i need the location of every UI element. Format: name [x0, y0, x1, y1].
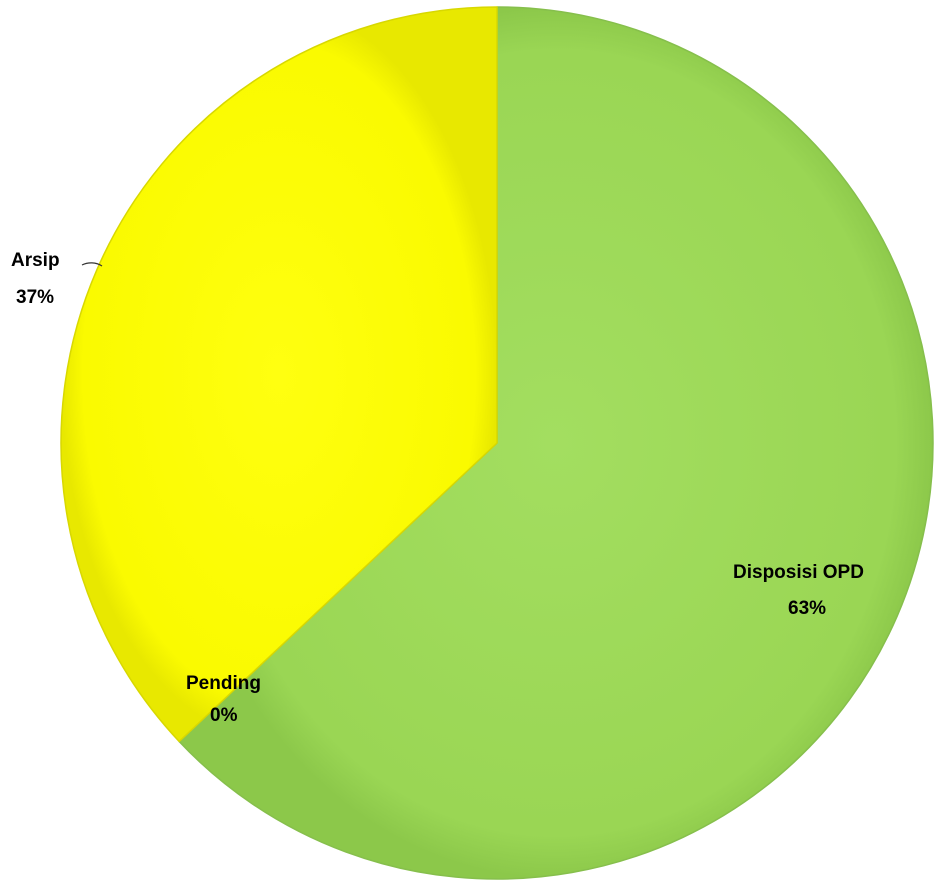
label-disposisi-pct: 63% [788, 598, 826, 619]
label-disposisi-name: Disposisi OPD [733, 562, 864, 583]
slice-labels: Arsip 37% Disposisi OPD 63% Pending 0% [11, 250, 864, 726]
pie-slices [60, 6, 934, 880]
label-arsip-pct: 37% [16, 287, 54, 308]
slice-disposisi-opd [178, 6, 934, 880]
leader-line-arsip [81, 262, 103, 267]
label-pending-pct: 0% [210, 705, 238, 726]
leader-lines [81, 262, 103, 267]
label-arsip-name: Arsip [11, 250, 60, 271]
slice-arsip [60, 6, 498, 743]
label-pending-name: Pending [186, 673, 261, 694]
